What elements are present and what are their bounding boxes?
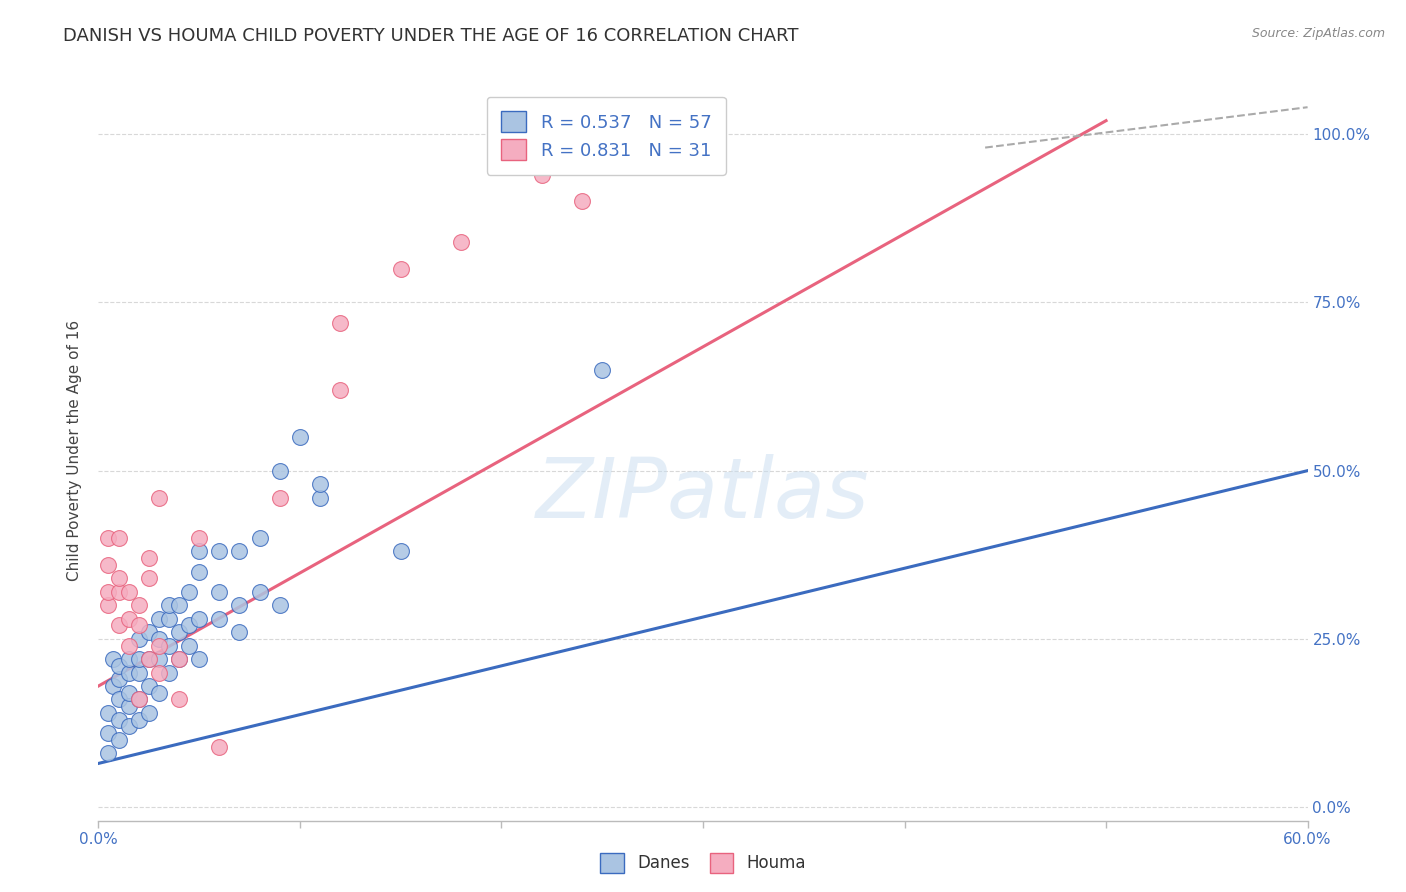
Point <box>97 706 120 720</box>
Point <box>228 599 250 613</box>
Point <box>167 652 190 666</box>
Point <box>107 571 129 585</box>
Point <box>118 665 141 680</box>
Point <box>389 544 412 558</box>
Point <box>157 599 180 613</box>
Point <box>179 639 201 653</box>
Point <box>107 658 129 673</box>
Point <box>167 692 190 706</box>
Point <box>138 652 160 666</box>
Point <box>107 713 129 727</box>
Point <box>288 430 311 444</box>
Point <box>118 652 141 666</box>
Point <box>118 612 141 626</box>
Point <box>208 612 231 626</box>
Point <box>128 692 150 706</box>
Point <box>138 551 160 566</box>
Point <box>128 618 150 632</box>
Point <box>101 652 124 666</box>
Point <box>249 531 271 545</box>
Point <box>309 477 332 491</box>
Point <box>167 599 190 613</box>
Point <box>148 639 170 653</box>
Point <box>97 747 120 761</box>
Text: ZIPatlas: ZIPatlas <box>536 454 870 535</box>
Point <box>249 584 271 599</box>
Point <box>107 584 129 599</box>
Point <box>188 544 211 558</box>
Point <box>101 679 124 693</box>
Point <box>148 632 170 646</box>
Point <box>188 652 211 666</box>
Point <box>188 531 211 545</box>
Point <box>329 316 352 330</box>
Point <box>269 491 291 505</box>
Point <box>107 531 129 545</box>
Point <box>138 625 160 640</box>
Point <box>591 362 613 376</box>
Point <box>128 692 150 706</box>
Point <box>188 612 211 626</box>
Point <box>329 383 352 397</box>
Point <box>179 618 201 632</box>
Point <box>148 612 170 626</box>
Point <box>571 194 593 209</box>
Point <box>107 692 129 706</box>
Point <box>128 713 150 727</box>
Point <box>118 584 141 599</box>
Point <box>228 544 250 558</box>
Point <box>97 726 120 740</box>
Point <box>389 261 412 276</box>
Point <box>128 665 150 680</box>
Point <box>97 531 120 545</box>
Point <box>97 599 120 613</box>
Point <box>269 464 291 478</box>
Point <box>97 558 120 572</box>
Point <box>309 491 332 505</box>
Point <box>138 679 160 693</box>
Point <box>157 665 180 680</box>
Point <box>148 686 170 700</box>
Text: Source: ZipAtlas.com: Source: ZipAtlas.com <box>1251 27 1385 40</box>
Point <box>269 599 291 613</box>
Point <box>148 652 170 666</box>
Point <box>148 665 170 680</box>
Point <box>97 584 120 599</box>
Point <box>148 491 170 505</box>
Point <box>208 739 231 754</box>
Point <box>157 612 180 626</box>
Point <box>530 168 553 182</box>
Point <box>118 719 141 733</box>
Point <box>118 686 141 700</box>
Point <box>138 652 160 666</box>
Point <box>118 639 141 653</box>
Point <box>208 584 231 599</box>
Point <box>128 652 150 666</box>
Point <box>107 618 129 632</box>
Point <box>138 706 160 720</box>
Legend: Danes, Houma: Danes, Houma <box>593 847 813 880</box>
Y-axis label: Child Poverty Under the Age of 16: Child Poverty Under the Age of 16 <box>67 320 83 581</box>
Point <box>138 571 160 585</box>
Text: DANISH VS HOUMA CHILD POVERTY UNDER THE AGE OF 16 CORRELATION CHART: DANISH VS HOUMA CHILD POVERTY UNDER THE … <box>63 27 799 45</box>
Point <box>208 544 231 558</box>
Point <box>107 673 129 687</box>
Point <box>128 599 150 613</box>
Point <box>167 652 190 666</box>
Point <box>107 732 129 747</box>
Point <box>157 639 180 653</box>
Point <box>188 565 211 579</box>
Point <box>167 625 190 640</box>
Point <box>450 235 472 249</box>
Point <box>228 625 250 640</box>
Legend: R = 0.537   N = 57, R = 0.831   N = 31: R = 0.537 N = 57, R = 0.831 N = 31 <box>486 96 725 175</box>
Point <box>118 699 141 714</box>
Point <box>179 584 201 599</box>
Point <box>128 632 150 646</box>
